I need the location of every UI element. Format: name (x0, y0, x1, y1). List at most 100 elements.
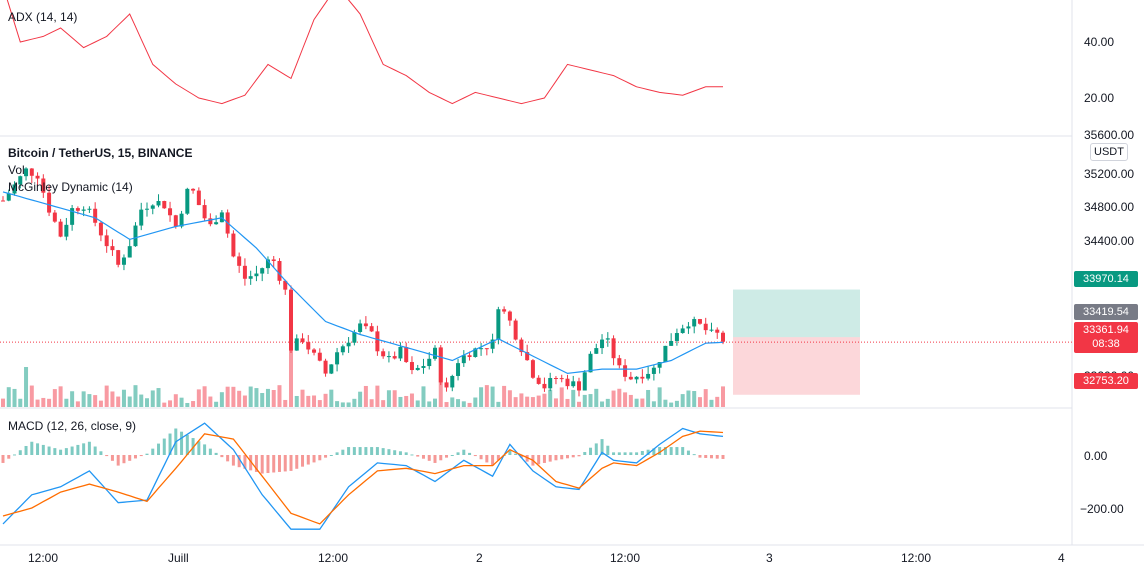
adx-tick-40: 40.00 (1084, 35, 1115, 49)
time-label-6: 3 (766, 551, 773, 565)
macd-histogram-bar (375, 447, 379, 455)
volume-bar (548, 389, 553, 407)
candle (502, 309, 507, 312)
volume-bar (173, 394, 178, 407)
candle (525, 352, 530, 361)
last-price-tag: 33361.94 08:38 (1074, 322, 1138, 353)
volume-bar (289, 312, 293, 407)
candle (41, 178, 46, 193)
long-position-stop-zone (733, 337, 860, 395)
candle (12, 184, 17, 194)
volume-bar (116, 396, 121, 407)
volume-bar (651, 401, 656, 407)
candle (116, 250, 121, 265)
macd-histogram-bar (473, 455, 477, 457)
macd-histogram-bar (393, 450, 397, 455)
volume-bar (214, 401, 219, 407)
candle (640, 376, 645, 379)
volume-bar (6, 387, 11, 407)
macd-histogram-bar (99, 451, 103, 455)
volume-bar (536, 395, 541, 407)
macd-histogram-bar (110, 455, 114, 461)
volume-bar (634, 398, 639, 407)
candle (242, 265, 247, 279)
volume-bar (87, 394, 92, 407)
time-label-5: 12:00 (610, 551, 641, 565)
macd-histogram-bar (1, 455, 5, 463)
volume-bar (346, 402, 351, 407)
macd-histogram-bar (168, 433, 172, 455)
candle (179, 213, 184, 227)
volume-bar (409, 393, 414, 407)
volume-bar (358, 391, 363, 407)
candle (185, 188, 190, 214)
macd-histogram-bar (237, 455, 241, 468)
macd-histogram-bar (301, 455, 305, 467)
time-label-3: 12:00 (318, 551, 349, 565)
volume-bar (663, 399, 668, 407)
volume-bar (392, 390, 397, 407)
macd-histogram-bar (157, 443, 161, 455)
candle (162, 201, 167, 209)
volume-bar (24, 367, 29, 407)
macd-histogram-bar (76, 444, 80, 455)
time-label-7: 12:00 (901, 551, 932, 565)
volume-bar (438, 347, 443, 407)
volume-bar (715, 396, 720, 407)
macd-histogram-bar (18, 450, 22, 455)
price-tick-34800: 34800.00 (1084, 200, 1135, 214)
volume-bar (110, 391, 115, 407)
candle (271, 259, 276, 262)
volume-bar (582, 394, 587, 407)
macd-histogram-bar (47, 446, 51, 455)
volume-bar (145, 398, 149, 407)
candle (703, 323, 708, 331)
candle (58, 221, 63, 237)
candle (617, 358, 622, 366)
macd-histogram-bar (542, 455, 546, 463)
macd-histogram-bar (295, 455, 299, 469)
candle (81, 209, 86, 211)
candle (248, 276, 253, 279)
volume-bar (242, 395, 247, 407)
volume-bar (237, 390, 242, 407)
macd-histogram-bar (283, 455, 287, 472)
candle (674, 333, 679, 341)
volume-bar (329, 389, 334, 407)
candle (571, 381, 576, 387)
macd-histogram-bar (335, 452, 339, 455)
candle (421, 366, 426, 368)
volume-bar (375, 385, 380, 407)
volume-bar (703, 389, 708, 407)
currency-unit-label[interactable]: USDT (1090, 143, 1128, 161)
volume-bar (628, 394, 633, 407)
macd-histogram-bar (439, 455, 443, 461)
candle (196, 190, 201, 206)
volume-bar (484, 385, 489, 407)
volume-bar (312, 395, 317, 407)
candle (6, 193, 11, 201)
volume-bar (248, 386, 253, 407)
volume-bar (519, 393, 524, 407)
macd-histogram-bar (669, 447, 673, 455)
macd-histogram-bar (151, 448, 155, 455)
volume-bar (386, 390, 391, 407)
candle (145, 208, 149, 210)
macd-histogram-bar (197, 441, 201, 455)
macd-histogram-bar (53, 448, 57, 455)
macd-histogram-bar (571, 455, 575, 458)
volume-bar (421, 386, 426, 407)
candle (98, 222, 103, 236)
macd-histogram-bar (606, 445, 610, 455)
volume-bar (496, 401, 501, 407)
target-price-tag: 33970.14 (1074, 271, 1138, 287)
macd-tick-minus200: −200.00 (1080, 502, 1124, 516)
volume-bar (335, 401, 340, 407)
macd-histogram-bar (208, 448, 212, 455)
adx-line (6, 0, 723, 105)
macd-histogram-bar (82, 443, 86, 455)
volume-bar (162, 402, 167, 407)
macd-histogram-bar (681, 447, 685, 455)
macd-histogram-bar (139, 455, 143, 457)
